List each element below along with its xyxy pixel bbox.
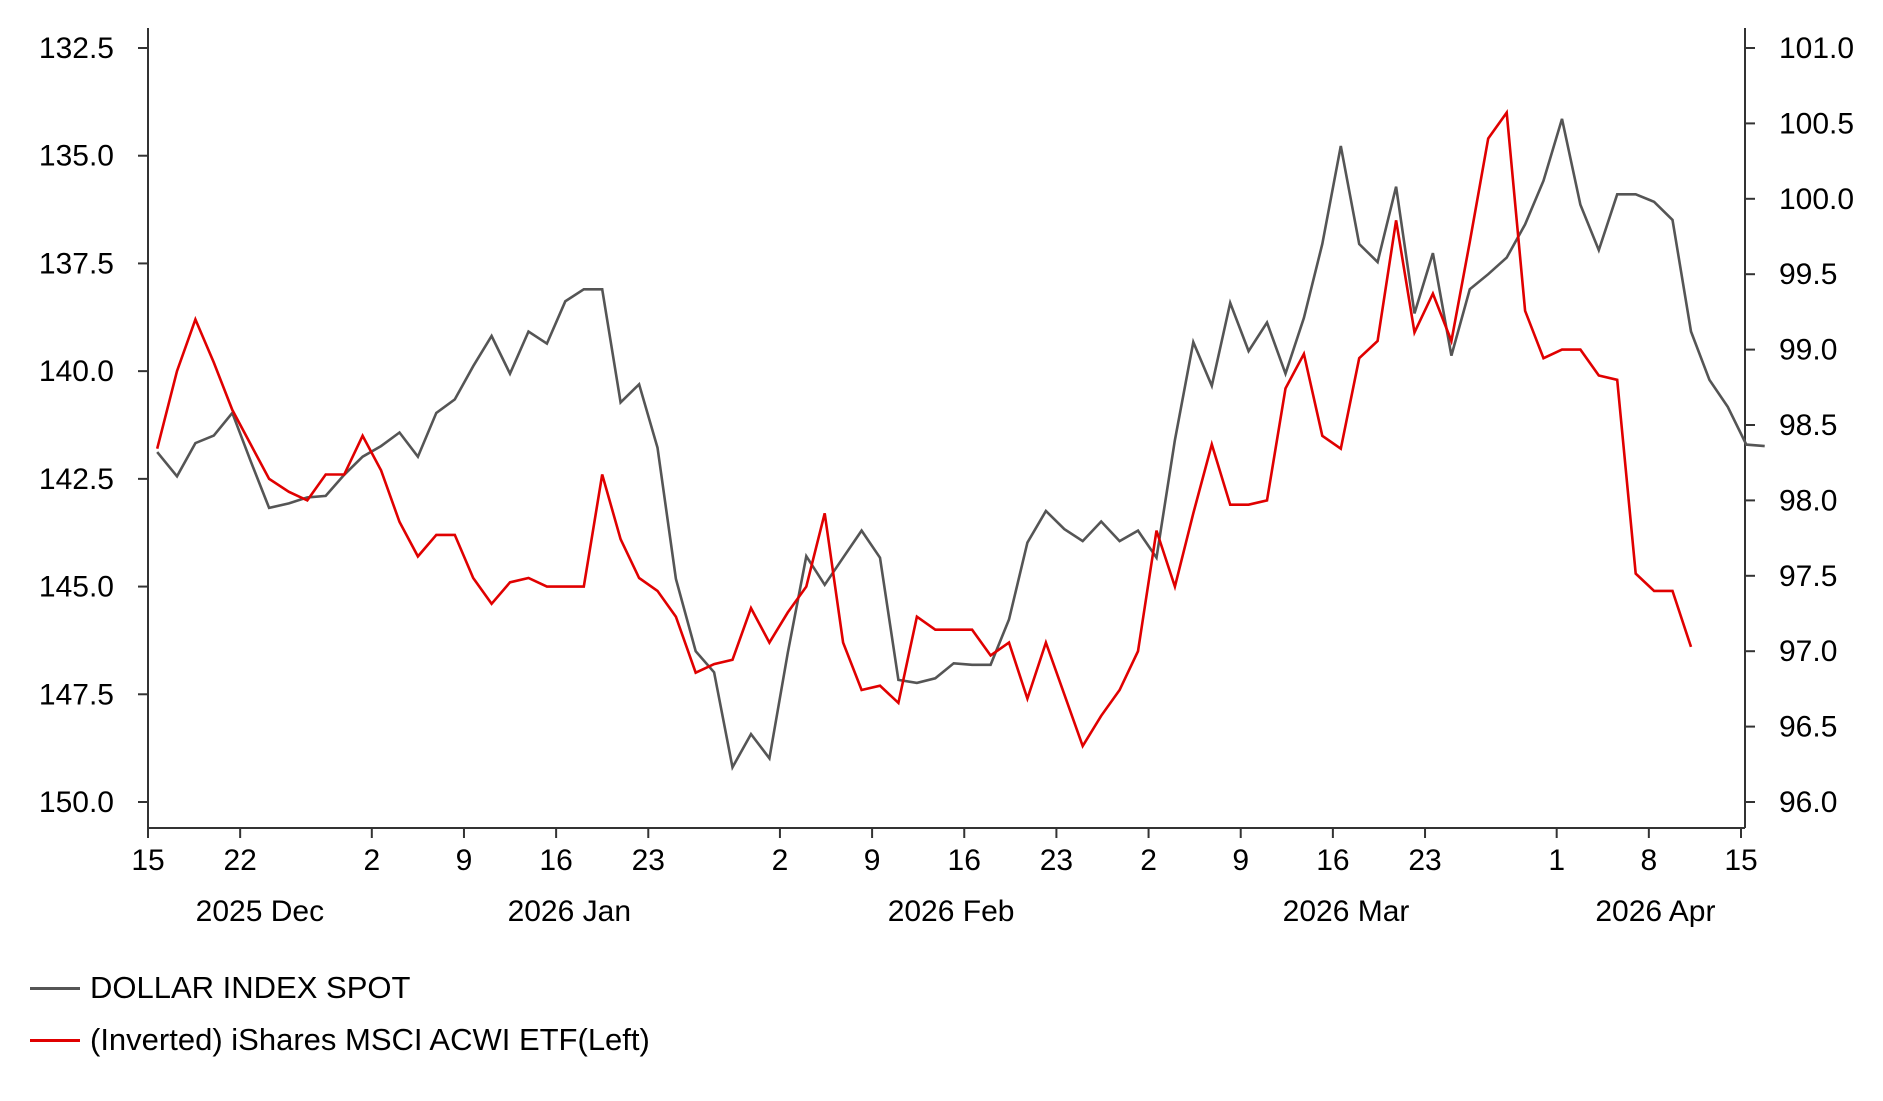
chart-labels: 132.5 135.0 137.5 140.0 142.5 145.0 147.5 150.0…: [39, 32, 1854, 928]
left-tick-label: 140.0: [39, 355, 114, 388]
right-tick-label: 96.0: [1779, 786, 1837, 819]
legend-label-dollar-index: DOLLAR INDEX SPOT: [90, 970, 411, 1005]
series-line-dollar-index: [156, 118, 1765, 772]
right-tick-label: 97.5: [1779, 560, 1837, 593]
x-tick-label: 2: [772, 844, 789, 877]
x-month-label: 2026 Feb: [888, 895, 1015, 928]
chart-axes: [147, 28, 1746, 829]
right-tick-label: 99.0: [1779, 334, 1837, 367]
x-tick-label: 1: [1548, 844, 1565, 877]
left-tick-label: 137.5: [39, 247, 114, 280]
left-tick-label: 150.0: [39, 786, 114, 819]
x-tick-label: 23: [1408, 844, 1441, 877]
series-line-acwi-etf: [155, 109, 1693, 749]
x-tick-label: 16: [539, 844, 572, 877]
chart-series: [155, 109, 1765, 772]
x-tick-label: 22: [223, 844, 256, 877]
left-tick-label: 147.5: [39, 678, 114, 711]
right-tick-label: 97.0: [1779, 635, 1837, 668]
chart-ticks: [138, 47, 1755, 838]
x-tick-label: 15: [131, 844, 164, 877]
x-tick-label: 9: [1232, 844, 1249, 877]
x-tick-label: 8: [1640, 844, 1657, 877]
right-tick-label: 99.5: [1779, 258, 1837, 291]
legend-item-acwi-etf: (Inverted) iShares MSCI ACWI ETF(Left): [30, 1022, 650, 1058]
legend-label-acwi-etf: (Inverted) iShares MSCI ACWI ETF(Left): [90, 1022, 650, 1057]
x-tick-label: 9: [864, 844, 881, 877]
left-tick-label: 145.0: [39, 571, 114, 604]
x-tick-label: 16: [1316, 844, 1349, 877]
left-tick-label: 142.5: [39, 463, 114, 496]
right-tick-label: 96.5: [1779, 711, 1837, 744]
x-tick-label: 16: [948, 844, 981, 877]
x-tick-label: 23: [632, 844, 665, 877]
legend-item-dollar-index: DOLLAR INDEX SPOT: [30, 970, 410, 1006]
right-tick-label: 98.5: [1779, 409, 1837, 442]
x-month-label: 2025 Dec: [196, 895, 324, 928]
legend-swatch-acwi-etf: [30, 1038, 80, 1042]
x-tick-label: 9: [456, 844, 473, 877]
left-tick-label: 132.5: [39, 32, 114, 65]
right-tick-label: 101.0: [1779, 32, 1854, 65]
right-tick-label: 98.0: [1779, 484, 1837, 517]
right-tick-label: 100.0: [1779, 183, 1854, 216]
x-tick-label: 2: [363, 844, 380, 877]
x-tick-label: 2: [1140, 844, 1157, 877]
legend-swatch-dollar-index: [30, 986, 80, 990]
right-tick-label: 100.5: [1779, 107, 1854, 140]
x-tick-label: 23: [1040, 844, 1073, 877]
left-tick-label: 135.0: [39, 140, 114, 173]
x-month-label: 2026 Jan: [508, 895, 631, 928]
x-month-label: 2026 Mar: [1283, 895, 1410, 928]
x-month-label: 2026 Apr: [1595, 895, 1715, 928]
x-tick-label: 15: [1724, 844, 1757, 877]
